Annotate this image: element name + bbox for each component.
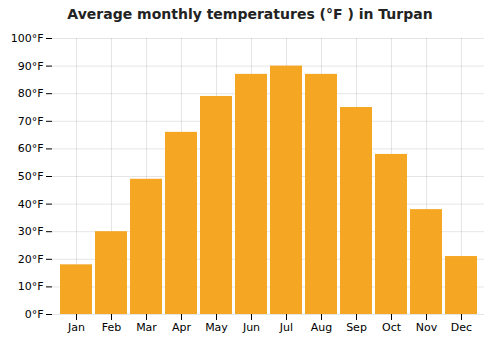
svg-text:Nov: Nov [416,321,438,334]
html-text:Average monthly temperatures (: Average monthly temperatures (°F ) in Tu… [67,6,433,22]
svg-text:40°F: 40°F [18,198,44,211]
svg-text:100°F: 100°F [11,32,44,45]
svg-text:Mar: Mar [136,321,157,334]
svg-text:Feb: Feb [102,321,121,334]
svg-text:0°F: 0°F [25,308,44,321]
svg-text:May: May [205,321,228,334]
svg-text:Apr: Apr [172,321,192,334]
svg-text:Jun: Jun [242,321,260,334]
svg-text:Oct: Oct [382,321,402,334]
svg-text:60°F: 60°F [18,142,44,155]
svg-text:Jan: Jan [67,321,85,334]
svg-text:90°F: 90°F [18,60,44,73]
svg-text:50°F: 50°F [18,170,44,183]
svg-text:Jul: Jul [279,321,293,334]
svg-text:30°F: 30°F [18,225,44,238]
svg-text:10°F: 10°F [18,280,44,293]
svg-text:20°F: 20°F [18,253,44,266]
svg-text:Aug: Aug [311,321,332,334]
svg-text:Dec: Dec [451,321,472,334]
svg-text:80°F: 80°F [18,87,44,100]
svg-text:70°F: 70°F [18,115,44,128]
svg-text:Sep: Sep [346,321,367,334]
